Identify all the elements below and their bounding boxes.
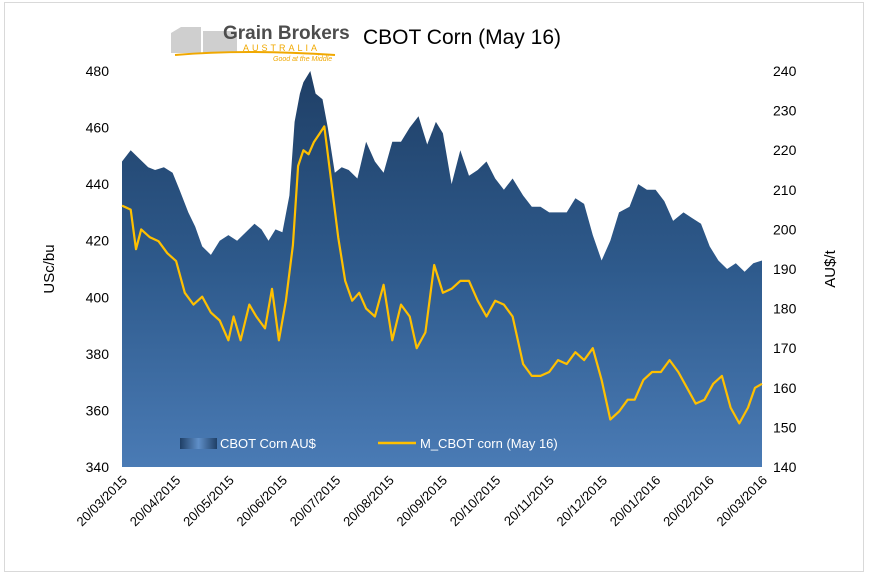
- x-tick-label: 20/01/2016: [607, 473, 664, 530]
- x-tick-label: 20/02/2016: [660, 473, 717, 530]
- left-tick-label: 480: [86, 63, 110, 79]
- grain-brokers-logo: Grain Brokers AUSTRALIA Good at the Midd…: [171, 23, 350, 63]
- right-tick-label: 230: [773, 103, 797, 119]
- right-tick-label: 190: [773, 261, 797, 277]
- left-axis-title: USc/bu: [41, 244, 58, 293]
- x-tick-label: 20/06/2015: [233, 473, 290, 530]
- left-tick-label: 360: [86, 402, 110, 418]
- logo-sub-text: AUSTRALIA: [243, 43, 320, 53]
- logo-tagline: Good at the Middle: [273, 56, 332, 63]
- x-tick-label: 20/10/2015: [447, 473, 504, 530]
- x-tick-label: 20/07/2015: [287, 473, 344, 530]
- left-tick-label: 420: [86, 233, 110, 249]
- legend-label-area: CBOT Corn AU$: [220, 436, 317, 451]
- legend-area-swatch: [180, 438, 217, 449]
- right-tick-label: 170: [773, 340, 797, 356]
- x-tick-label: 20/09/2015: [393, 473, 450, 530]
- area-series-cbot-corn-aud: [122, 71, 762, 467]
- left-tick-label: 440: [86, 176, 110, 192]
- legend: CBOT Corn AU$ M_CBOT corn (May 16): [180, 436, 558, 451]
- x-tick-label: 20/03/2015: [73, 473, 130, 530]
- chart-frame: Grain Brokers AUSTRALIA Good at the Midd…: [4, 2, 864, 572]
- chart-title: CBOT Corn (May 16): [363, 26, 561, 49]
- right-tick-label: 140: [773, 459, 797, 475]
- right-tick-label: 180: [773, 301, 797, 317]
- right-tick-label: 210: [773, 182, 797, 198]
- line-series-m-cbot-corn: [121, 125, 763, 425]
- chart-svg: Grain Brokers AUSTRALIA Good at the Midd…: [41, 23, 839, 530]
- line-layer: [121, 125, 763, 425]
- right-tick-label: 160: [773, 380, 797, 396]
- right-axis-ticks: 140 150 160 170 180 190 200 210 220 230 240: [773, 63, 797, 475]
- logo-swoosh: [174, 51, 336, 56]
- logo-main-text: Grain Brokers: [223, 23, 350, 44]
- x-tick-label: 20/12/2015: [553, 473, 610, 530]
- right-tick-label: 200: [773, 221, 797, 237]
- x-tick-label: 20/11/2015: [501, 473, 557, 529]
- right-tick-label: 240: [773, 63, 797, 79]
- x-axis-ticks: 20/03/201520/04/201520/05/201520/06/2015…: [73, 473, 770, 530]
- right-axis-title: AU$/t: [822, 249, 839, 287]
- left-tick-label: 400: [86, 289, 110, 305]
- left-tick-label: 340: [86, 459, 110, 475]
- x-tick-label: 20/03/2016: [713, 473, 770, 530]
- x-tick-label: 20/04/2015: [127, 473, 184, 530]
- legend-label-line: M_CBOT corn (May 16): [420, 436, 558, 451]
- left-axis-ticks: 340 360 380 400 420 440 460 480: [86, 63, 110, 475]
- area-layer: [122, 71, 762, 467]
- right-tick-label: 150: [773, 419, 797, 435]
- left-tick-label: 460: [86, 120, 110, 136]
- x-tick-label: 20/05/2015: [180, 473, 237, 530]
- x-tick-label: 20/08/2015: [340, 473, 397, 530]
- right-tick-label: 220: [773, 142, 797, 158]
- truck-icon: [171, 27, 237, 53]
- left-tick-label: 380: [86, 346, 110, 362]
